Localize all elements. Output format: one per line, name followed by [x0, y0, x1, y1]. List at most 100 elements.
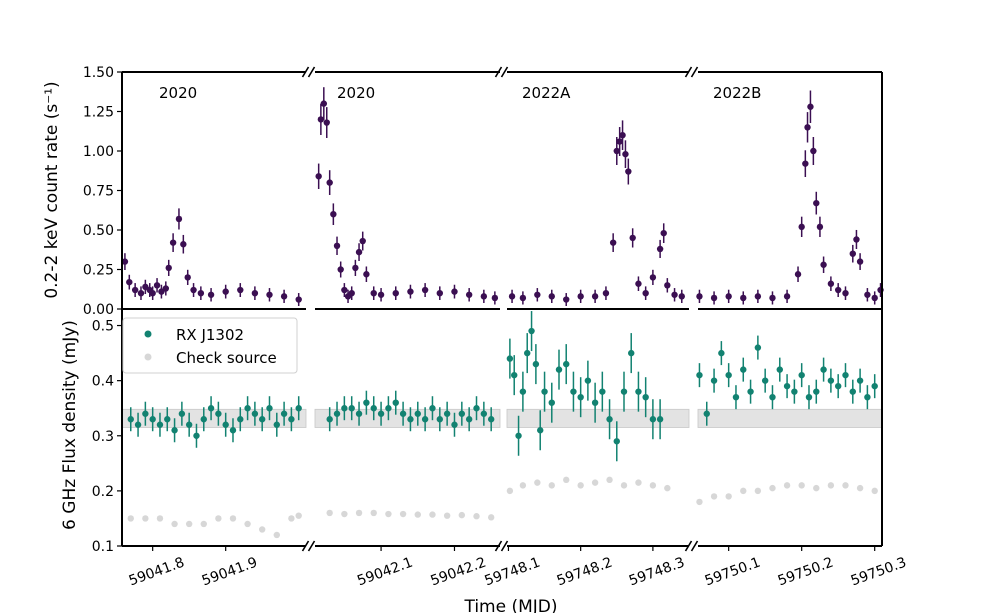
bottom-ytick-label-4: 0.5 [92, 319, 114, 335]
check-source-point [288, 515, 295, 522]
check-source-point [229, 515, 237, 522]
rx-j1302-point [642, 393, 649, 401]
check-source-point [487, 514, 495, 521]
rx-j1302-point [827, 377, 835, 384]
rx-j1302-point [193, 432, 200, 439]
check-source-point [842, 482, 849, 489]
xray-point [871, 294, 878, 302]
xray-point [754, 293, 762, 300]
xray-point [834, 286, 842, 294]
rx-j1302-point [856, 377, 864, 384]
xray-point [237, 286, 244, 294]
xtick-label-0-1: 59041.9 [200, 555, 260, 590]
check-source-point [606, 476, 613, 484]
xray-point [295, 296, 302, 303]
axis-break-top-2-1 [690, 66, 699, 78]
check-source-point [385, 510, 392, 518]
xray-point [629, 234, 636, 242]
rx-j1302-point [473, 405, 480, 412]
xray-point [649, 274, 657, 281]
axis-break-bottom-0-0 [301, 540, 310, 552]
legend-label-check-source: Check source [176, 349, 277, 367]
rx-j1302-point [392, 399, 399, 406]
check-source-point [519, 482, 527, 489]
check-source-point [399, 510, 407, 518]
rx-j1302-point [541, 388, 548, 395]
rx-j1302-point [871, 382, 878, 390]
check-source-point [740, 487, 747, 495]
xray-point [131, 286, 139, 294]
xray-point [451, 288, 458, 295]
axis-break-bottom-2-0 [684, 540, 693, 552]
xray-point [315, 173, 322, 180]
segment-label-1: 2020 [337, 84, 375, 102]
rx-j1302-point [237, 416, 244, 423]
check-source-point [534, 479, 541, 486]
rx-j1302-point [355, 410, 363, 417]
xray-point [326, 179, 333, 186]
xray-point [725, 293, 732, 300]
xray-point [842, 290, 849, 297]
top-ytick-label-2: 0.50 [83, 223, 114, 239]
xray-point [333, 242, 341, 249]
check-source-point [710, 493, 718, 500]
check-source-point [577, 482, 584, 489]
xray-point [563, 296, 570, 303]
xray-point [856, 258, 864, 265]
rx-j1302-point [528, 327, 535, 335]
rx-j1302-point [149, 416, 156, 423]
axis-break-bottom-1-1 [500, 540, 509, 552]
x-axis-label: Time (MJD) [463, 597, 557, 613]
check-source-point [443, 512, 451, 519]
rx-j1302-point [532, 360, 540, 368]
xtick-label-3-1: 59750.2 [776, 555, 836, 590]
rx-j1302-point [776, 366, 783, 373]
xray-point [740, 294, 747, 302]
rx-j1302-point [385, 405, 392, 412]
top-ytick-label-3: 0.75 [83, 184, 114, 200]
check-source-point [215, 515, 222, 522]
xray-point [320, 100, 328, 107]
xtick-label-1-0: 59042.1 [355, 555, 415, 590]
xray-point [813, 199, 820, 207]
rx-j1302-point [215, 410, 222, 417]
check-source-point [548, 482, 555, 489]
check-source-point [355, 509, 363, 517]
xray-point [853, 236, 860, 243]
xray-point [613, 147, 620, 155]
rx-j1302-point [769, 393, 776, 401]
check-source-point [506, 487, 514, 495]
top-y-axis-label: 0.2-2 keV count rate (s⁻¹) [42, 81, 62, 298]
rx-j1302-point [563, 360, 570, 368]
xray-point [266, 291, 273, 298]
rx-j1302-point [842, 371, 849, 379]
rx-j1302-point [407, 416, 414, 423]
rx-j1302-point [628, 349, 635, 357]
rx-j1302-point [280, 410, 288, 417]
xray-point [609, 239, 617, 246]
rx-j1302-point [326, 416, 333, 423]
rx-j1302-point [577, 393, 584, 401]
rx-j1302-point [244, 405, 251, 412]
xray-point [407, 288, 414, 295]
rx-j1302-point [718, 349, 725, 357]
axis-break-top-0-0 [301, 66, 310, 78]
rx-j1302-point [606, 416, 613, 423]
check-source-point [414, 511, 421, 518]
top-ytick-label-1: 0.25 [83, 263, 114, 279]
rx-j1302-point [399, 410, 407, 417]
xray-point [602, 290, 610, 297]
xray-point [370, 290, 377, 297]
xray-point [491, 294, 499, 302]
rx-j1302-point [164, 416, 171, 423]
rx-j1302-point [703, 410, 710, 417]
rx-j1302-point [127, 416, 134, 423]
top-panel [121, 87, 884, 306]
rx-j1302-point [791, 388, 798, 395]
rx-j1302-point [570, 388, 577, 395]
axis-break-top-2-0 [684, 66, 693, 78]
rx-j1302-point [370, 405, 377, 412]
rx-j1302-point [613, 438, 620, 445]
bottom-ytick-label-0: 0.1 [92, 539, 114, 555]
check-source-point [244, 520, 251, 528]
